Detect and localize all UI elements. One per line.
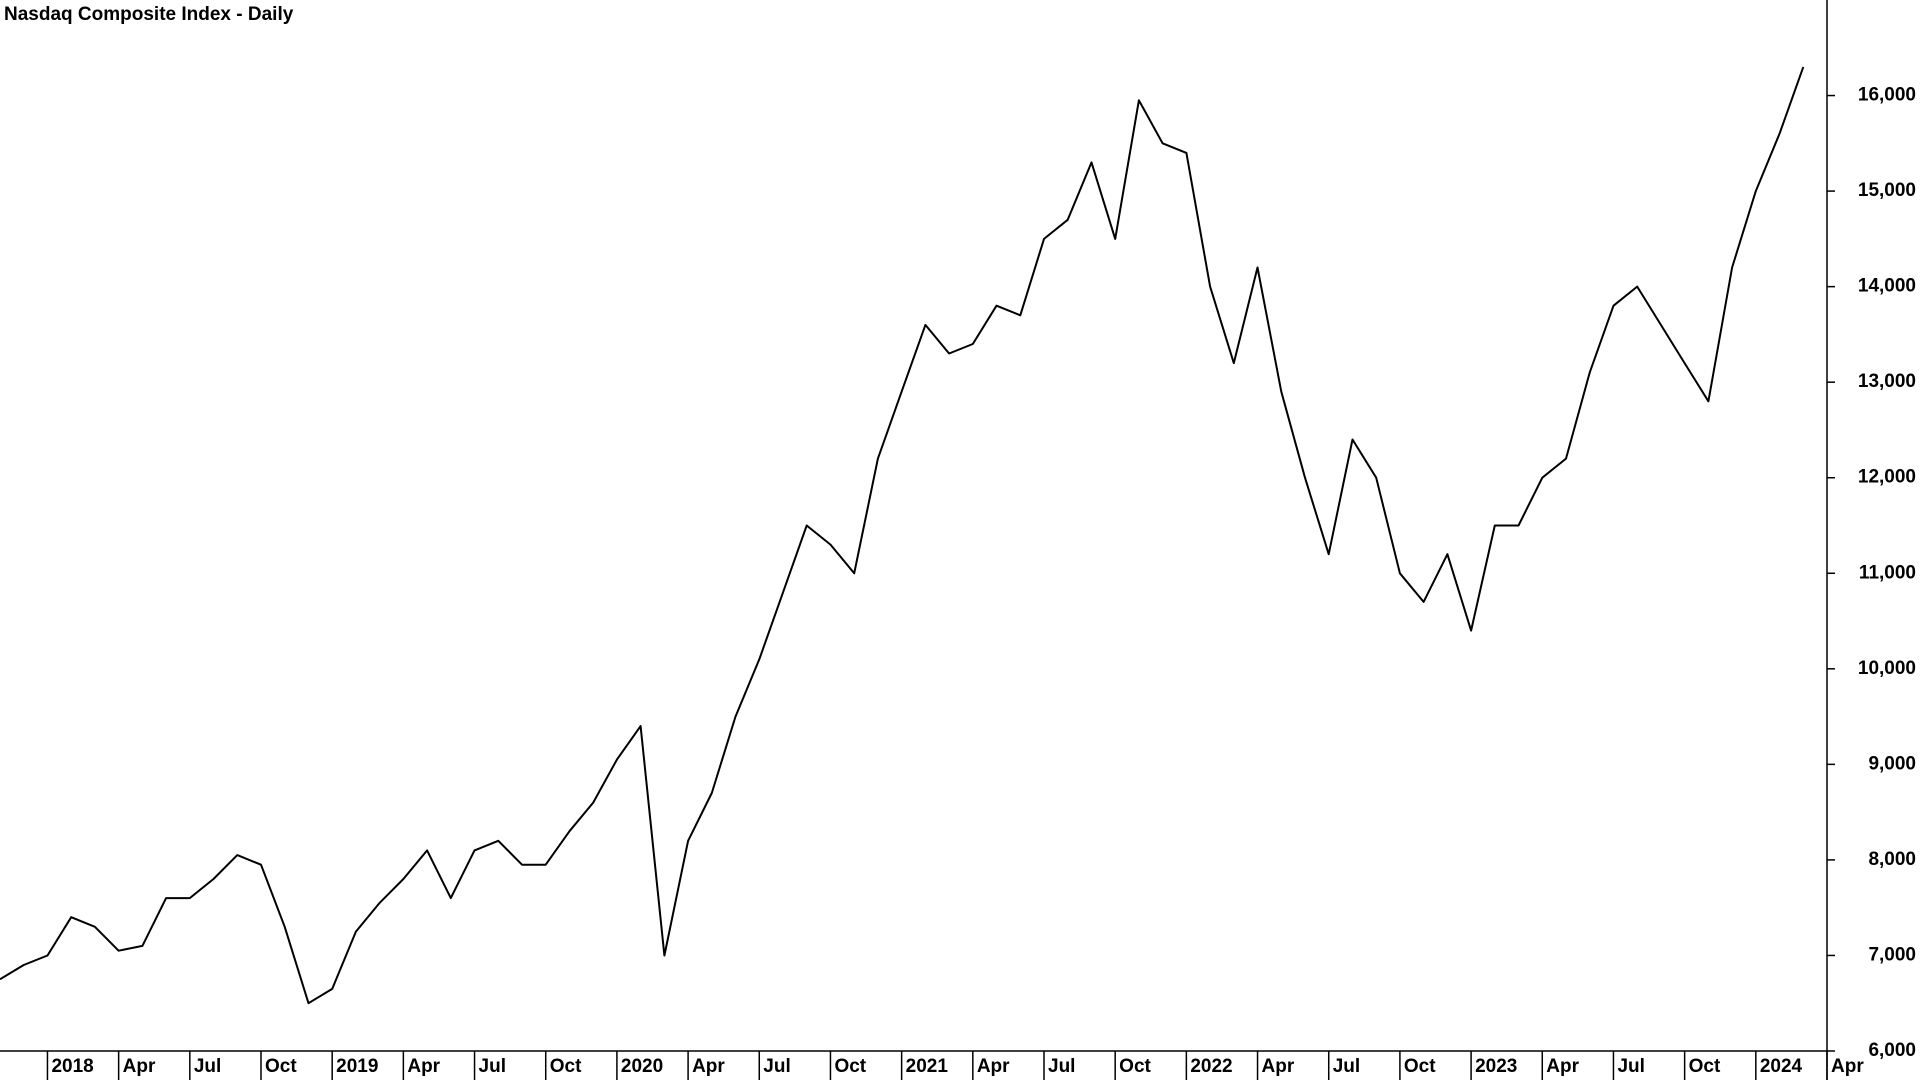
x-tick-label: Oct: [1689, 1056, 1721, 1077]
y-tick-label: 9,000: [1868, 753, 1916, 774]
x-tick-label: Apr: [1262, 1056, 1295, 1077]
y-tick-label: 15,000: [1858, 180, 1916, 201]
x-tick-label: 2020: [621, 1056, 663, 1077]
x-tick-label: Apr: [977, 1056, 1010, 1077]
x-tick-label: Oct: [1119, 1056, 1151, 1077]
x-tick-label: Oct: [550, 1056, 582, 1077]
x-tick-label: Oct: [1404, 1056, 1436, 1077]
x-tick-label: Apr: [1546, 1056, 1579, 1077]
x-tick-label: Jul: [1333, 1056, 1360, 1077]
y-tick-label: 14,000: [1858, 276, 1916, 297]
x-tick-label: 2024: [1760, 1056, 1803, 1077]
y-tick-label: 13,000: [1858, 371, 1916, 392]
chart-title: Nasdaq Composite Index - Daily: [4, 4, 294, 25]
x-tick-label: 2018: [51, 1056, 93, 1077]
y-tick-label: 11,000: [1859, 562, 1916, 583]
x-tick-label: Jul: [1048, 1056, 1075, 1077]
x-tick-label: Jul: [763, 1056, 790, 1077]
y-tick-label: 10,000: [1858, 658, 1916, 679]
x-tick-label: Apr: [123, 1056, 156, 1077]
x-tick-label: Oct: [265, 1056, 297, 1077]
y-tick-label: 6,000: [1868, 1040, 1916, 1061]
x-tick-label: 2019: [336, 1056, 378, 1077]
x-tick-label: Jul: [1617, 1056, 1644, 1077]
x-tick-label: Jul: [479, 1056, 506, 1077]
y-tick-label: 12,000: [1858, 467, 1916, 488]
x-tick-label: 2022: [1190, 1056, 1232, 1077]
y-tick-label: 7,000: [1868, 944, 1916, 965]
x-tick-label: Apr: [692, 1056, 725, 1077]
x-tick-label: Apr: [1831, 1056, 1864, 1077]
x-tick-label: Apr: [407, 1056, 440, 1077]
price-line: [0, 66, 1805, 1005]
x-tick-label: Jul: [194, 1056, 221, 1077]
y-tick-label: 16,000: [1858, 85, 1916, 106]
y-tick-label: 8,000: [1868, 849, 1916, 870]
x-tick-label: 2023: [1475, 1056, 1517, 1077]
x-tick-label: 2021: [906, 1056, 949, 1077]
x-tick-label: Oct: [834, 1056, 866, 1077]
